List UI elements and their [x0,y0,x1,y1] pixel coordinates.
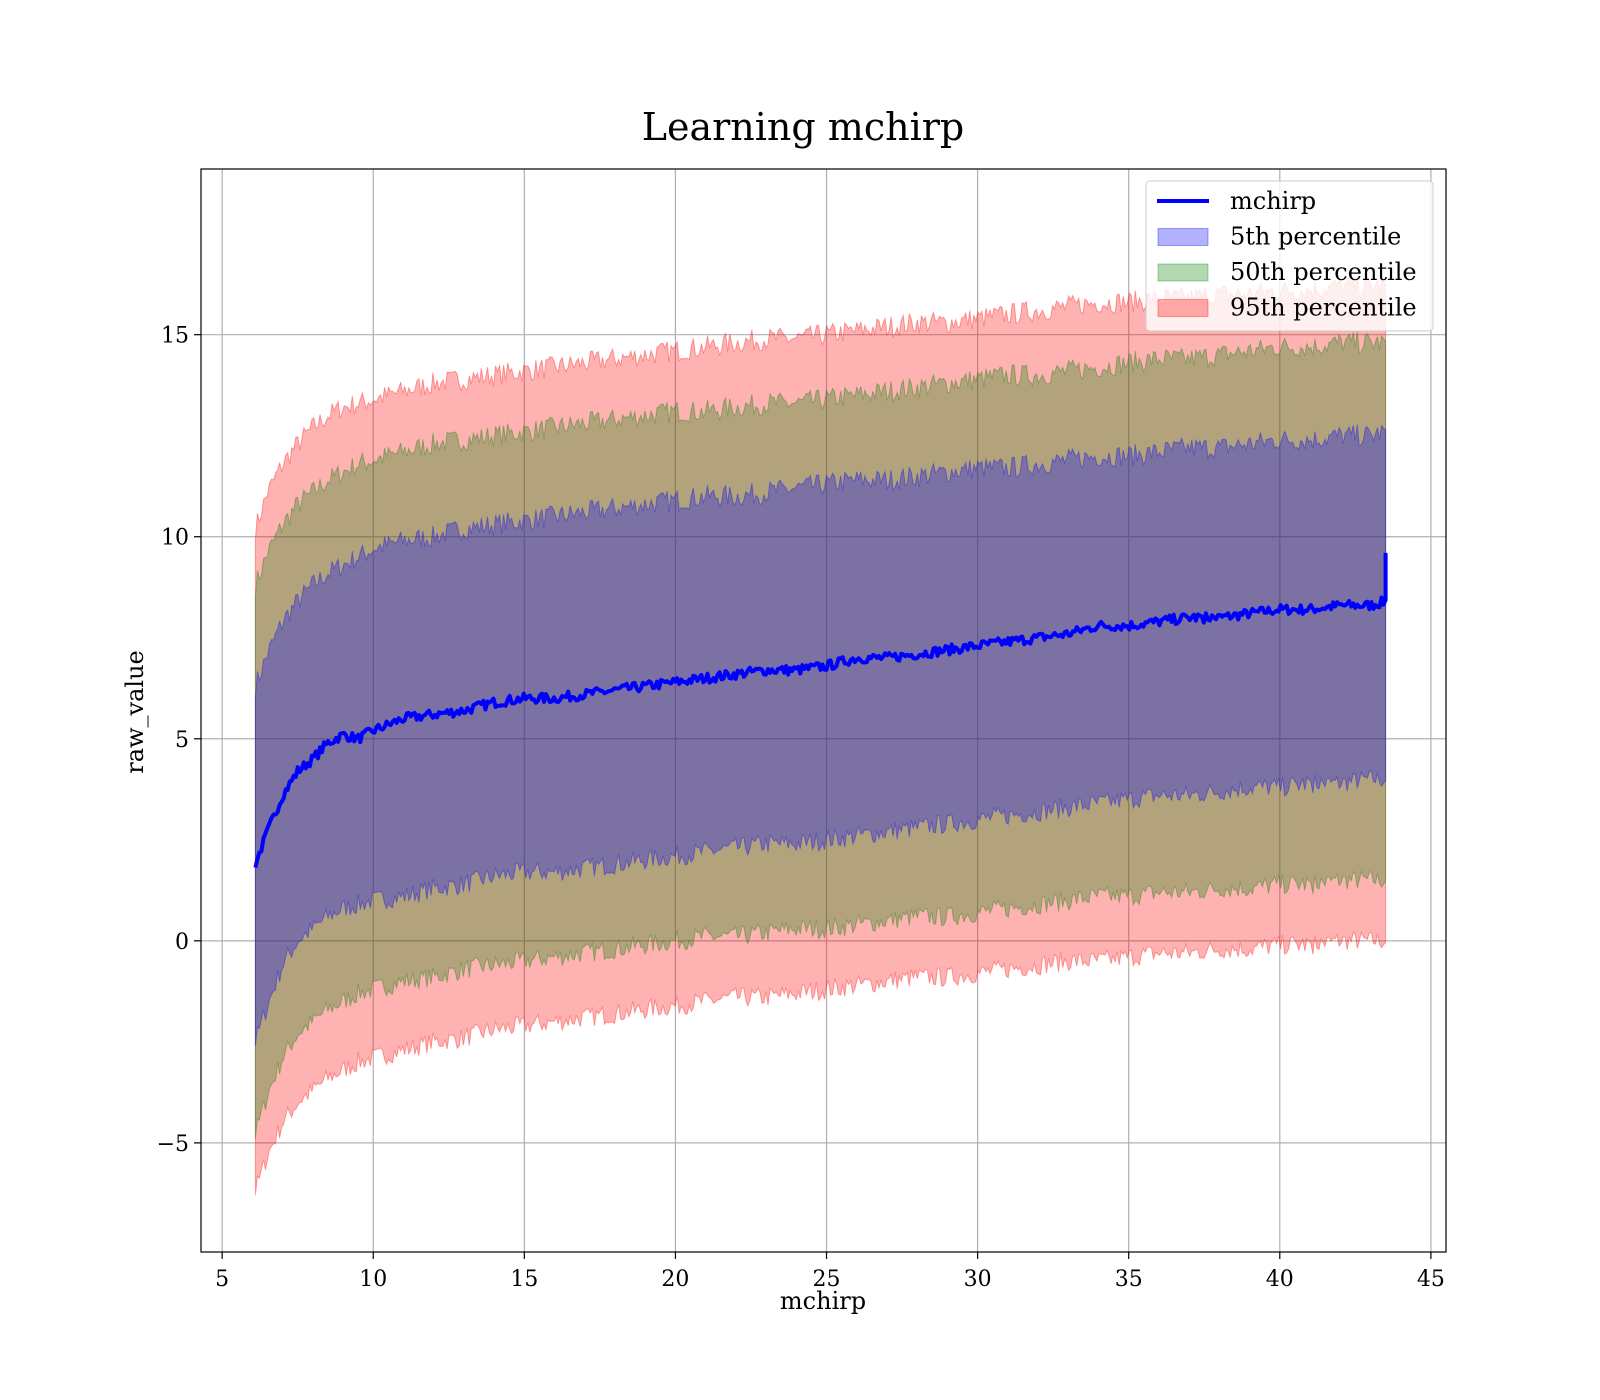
legend-swatch-band [1157,263,1209,282]
x-axis-ticks: 5 10 15 20 25 30 35 40 45 [215,1252,1445,1292]
y-tick-label: 10 [161,526,189,551]
legend-label: 50th percentile [1230,258,1417,286]
legend-box [1145,180,1434,332]
legend-swatch-band [1157,228,1209,246]
legend-label: 5th percentile [1230,223,1401,251]
x-tick-label: 20 [661,1267,689,1292]
x-tick-label: 5 [215,1267,229,1292]
legend: mchirp 5th percentile 50th percentile 95th … [1145,180,1434,332]
y-axis-ticks: −5 0 5 10 15 [157,324,201,1157]
y-tick-label: 0 [175,930,189,955]
y-tick-label: 15 [161,324,189,349]
x-tick-label: 35 [1115,1267,1143,1292]
band-50th-percentile [254,331,1387,1139]
x-tick-label: 10 [359,1267,387,1292]
x-tick-label: 40 [1266,1267,1294,1292]
x-tick-label: 45 [1417,1267,1445,1292]
legend-swatch-band [1157,299,1209,317]
y-axis-label: raw_value [121,650,149,774]
y-tick-label: −5 [157,1132,189,1157]
x-tick-label: 15 [510,1267,538,1292]
y-tick-label: 5 [175,728,189,753]
band-95th-percentile [254,275,1387,1196]
series-line-mchirp [253,552,1388,869]
plot-frame [200,168,1447,1253]
chart-title: Learning mchirp [642,105,964,149]
legend-label: mchirp [1230,187,1316,215]
plot-area [253,275,1388,1196]
x-axis-label: mchirp [780,1287,866,1315]
grid-lines [201,169,1446,1252]
legend-label: 95th percentile [1230,294,1417,322]
band-5th-percentile [254,424,1387,1047]
x-tick-label: 30 [964,1267,992,1292]
x-tick-label: 25 [813,1267,841,1292]
